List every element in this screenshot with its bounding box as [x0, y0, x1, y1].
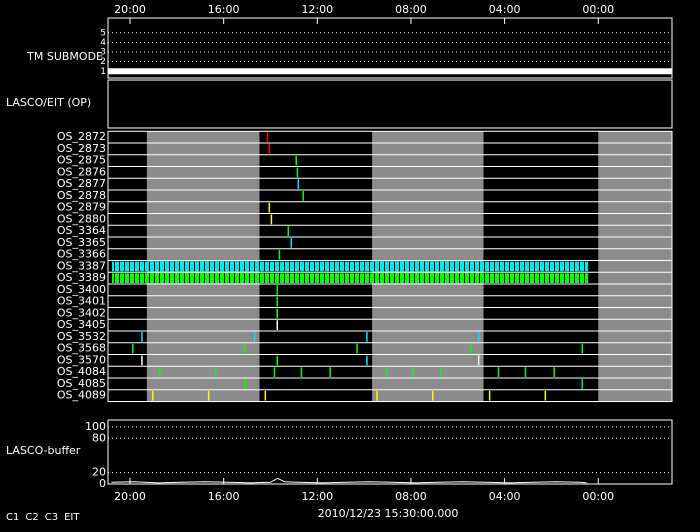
panel-label: LASCO/EIT (OP) [6, 96, 91, 109]
row-label: OS_3532 [57, 330, 106, 343]
x-tick-label: 12:00 [301, 3, 333, 16]
y-tick-label: 20 [92, 466, 106, 479]
x-tick-label: 20:00 [114, 3, 146, 16]
x-tick-label: 08:00 [395, 3, 427, 16]
panel-frame [107, 130, 673, 403]
row-label: OS_2873 [57, 142, 106, 155]
x-tick-label: 04:00 [489, 3, 521, 16]
y-tick-label: 100 [85, 420, 106, 433]
row-label: OS_3365 [57, 236, 106, 249]
panel-label: TM SUBMODE [26, 50, 103, 63]
row-label: OS_2878 [57, 189, 106, 202]
buffer-line [111, 477, 587, 484]
x-tick-label: 04:00 [489, 490, 521, 503]
span-gaps [111, 261, 589, 272]
row-label: OS_3402 [57, 306, 106, 319]
row-label: OS_3387 [57, 259, 106, 272]
legend-entry: C2 [25, 512, 38, 523]
y-tick-label: 2 [100, 57, 106, 67]
row-label: OS_2877 [57, 177, 106, 190]
x-tick-label: 20:00 [114, 490, 146, 503]
x-tick-label: 16:00 [208, 490, 240, 503]
row-label: OS_2879 [57, 201, 106, 214]
row-label: OS_3405 [57, 318, 106, 331]
row-label: OS_2872 [57, 130, 106, 143]
y-tick-label: 80 [92, 431, 106, 444]
x-tick-label: 16:00 [208, 3, 240, 16]
row-label: OS_2880 [57, 212, 106, 225]
row-label: OS_3366 [57, 248, 106, 261]
shaded-region [598, 131, 672, 402]
panel-frame [107, 79, 673, 129]
y-tick-label: 0 [99, 477, 106, 490]
row-label: OS_3568 [57, 342, 106, 355]
row-label: OS_4085 [57, 377, 106, 390]
panel-label: LASCO-buffer [6, 444, 81, 457]
row-label: OS_4084 [57, 365, 106, 378]
row-label: OS_3400 [57, 283, 106, 296]
legend-entry: EIT [64, 512, 80, 523]
x-axis-label: 2010/12/23 15:30:00.000 [318, 507, 459, 520]
y-tick-label: 5 [100, 28, 106, 38]
x-tick-label: 00:00 [582, 3, 614, 16]
y-tick-label: 3 [100, 48, 106, 58]
row-label: OS_3570 [57, 353, 106, 366]
row-label: OS_3401 [57, 295, 106, 308]
row-label: OS_3389 [57, 271, 106, 284]
panel-frame [107, 17, 673, 79]
row-label: OS_3364 [57, 224, 106, 237]
x-tick-label: 00:00 [582, 490, 614, 503]
y-tick-label: 4 [100, 38, 106, 48]
legend-entry: C3 [45, 512, 58, 523]
span-gaps [111, 273, 589, 284]
row-label: OS_2875 [57, 154, 106, 167]
x-tick-label: 12:00 [301, 490, 333, 503]
row-label: OS_2876 [57, 165, 106, 178]
panel-frame [107, 419, 673, 485]
y-tick-label: 1 [100, 67, 106, 77]
legend-entry: C1 [6, 512, 19, 523]
row-label: OS_4089 [57, 389, 106, 402]
x-tick-label: 08:00 [395, 490, 427, 503]
